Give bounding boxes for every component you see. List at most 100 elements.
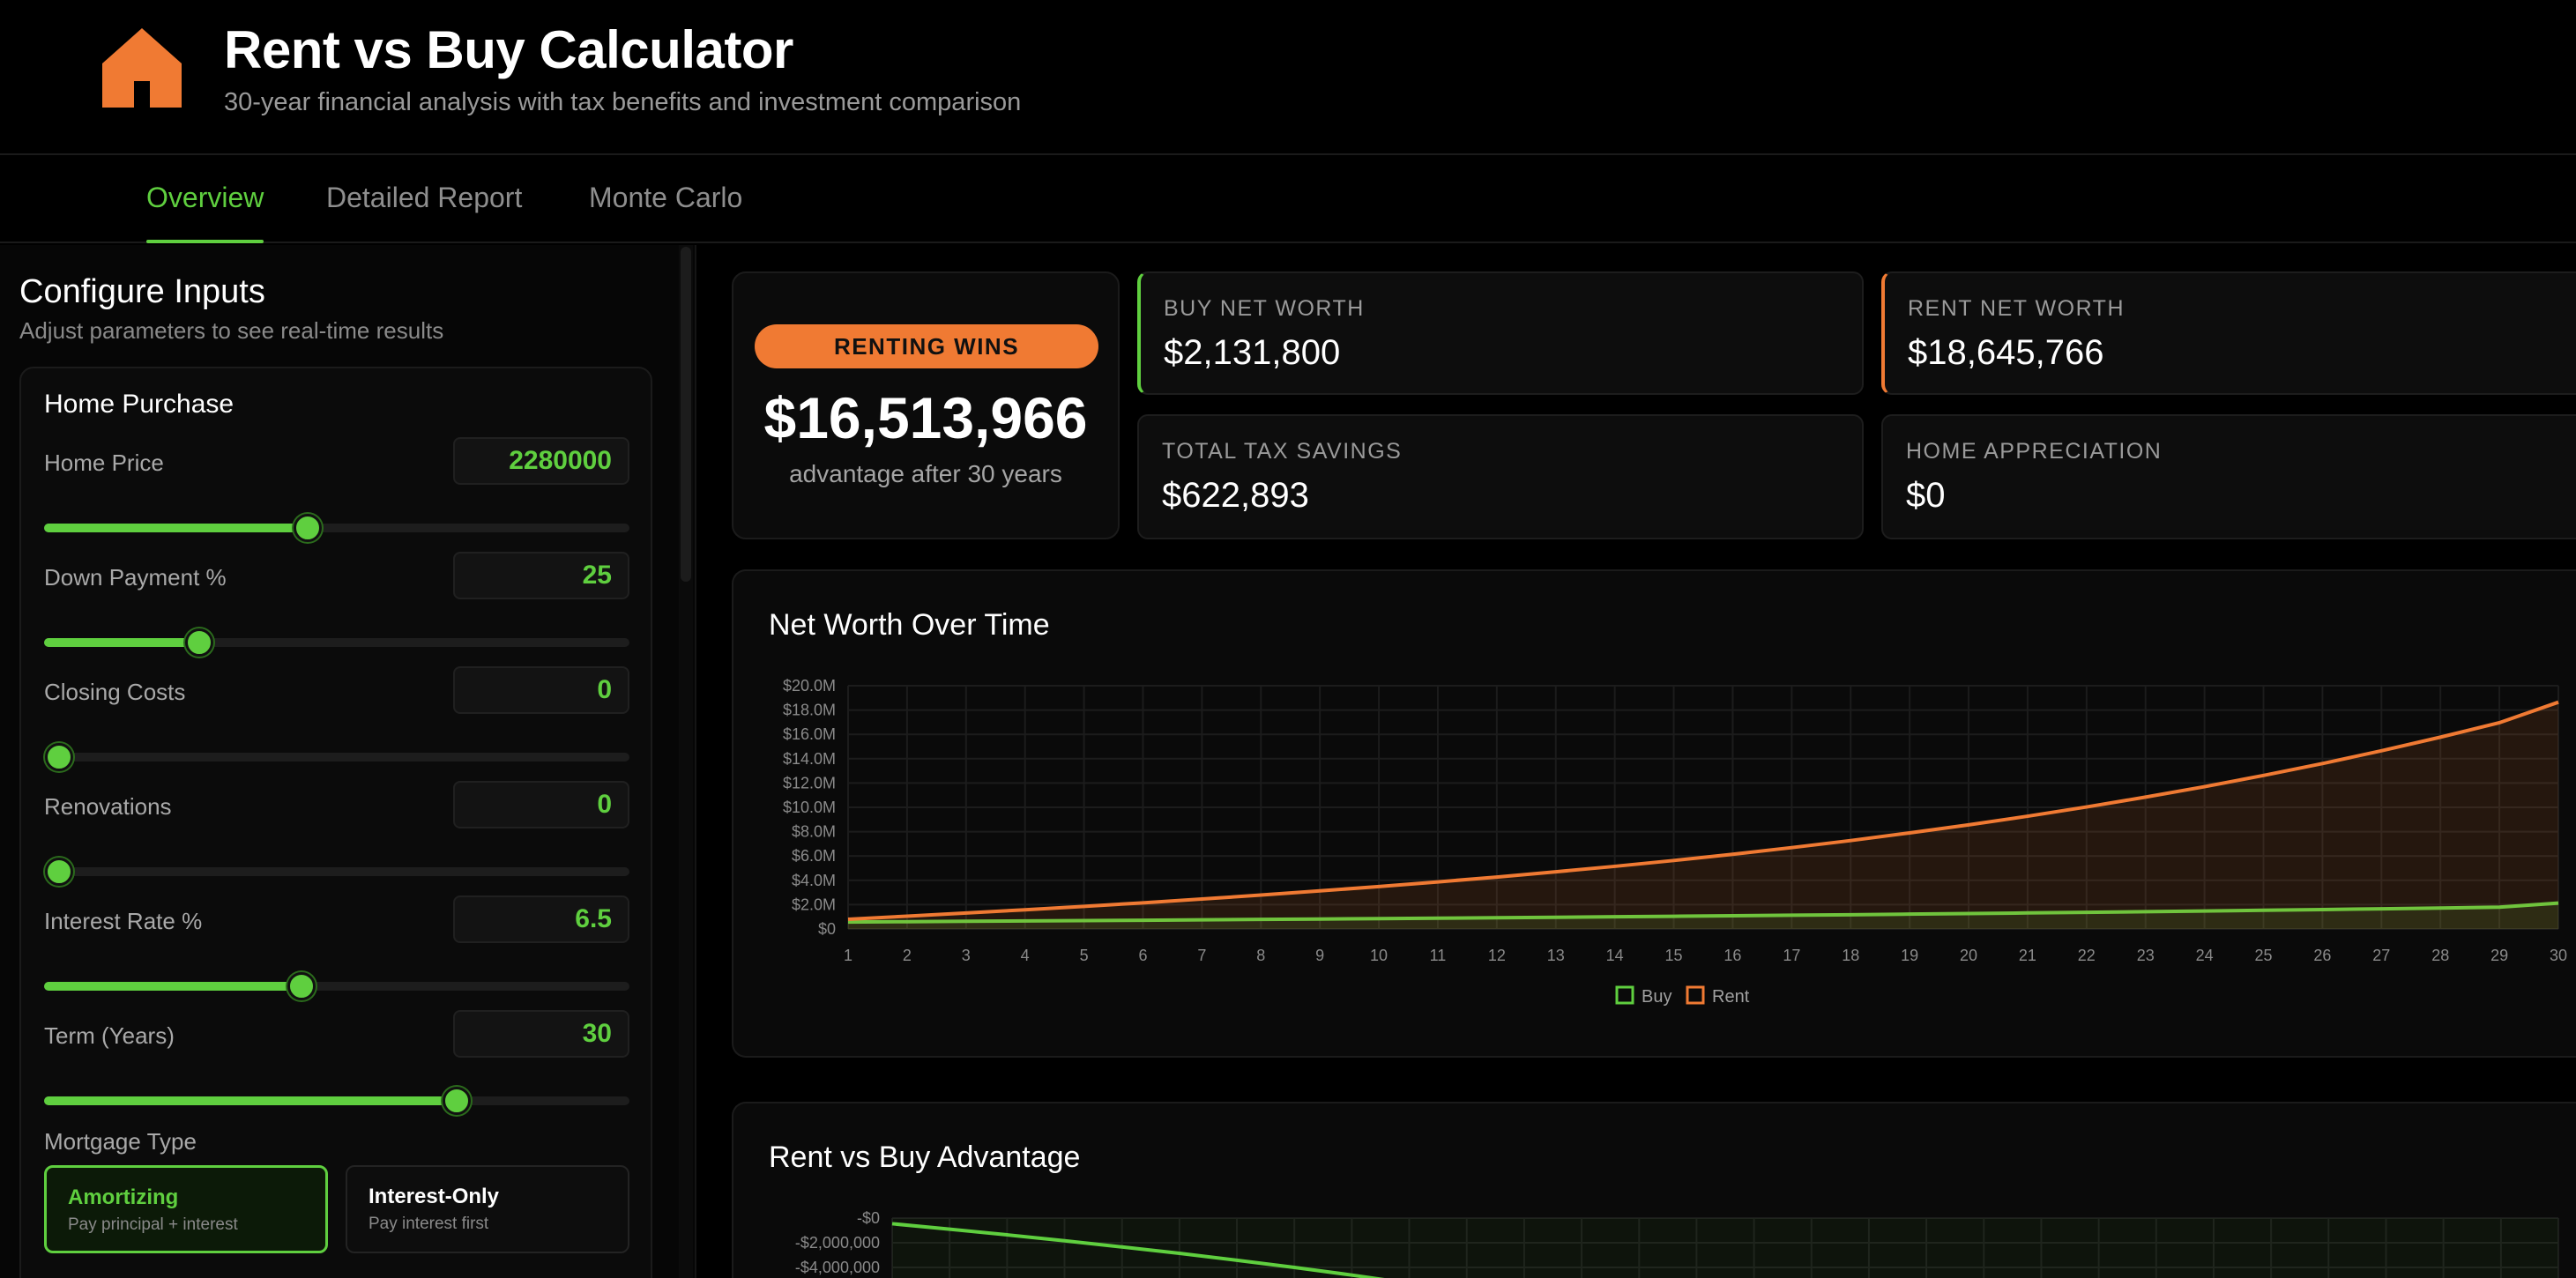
stat-label: BUY NET WORTH bbox=[1164, 296, 1365, 321]
option-desc: Pay principal + interest bbox=[68, 1215, 238, 1234]
x-tick-label: 17 bbox=[1783, 947, 1800, 964]
x-tick-label: 13 bbox=[1547, 947, 1565, 964]
slider-thumb[interactable] bbox=[293, 514, 322, 542]
renovations-label: Renovations bbox=[44, 793, 172, 820]
y-tick-label: $10.0M bbox=[783, 799, 836, 816]
term-input[interactable]: 30 bbox=[453, 1010, 629, 1058]
mortgage-amortizing-option[interactable]: Amortizing Pay principal + interest bbox=[44, 1165, 328, 1253]
tab-bar: Overview Detailed Report Monte Carlo bbox=[0, 155, 2576, 243]
net-worth-chart: $0 $2.0M $4.0M $6.0M $8.0M $10.0M $12.0M $14.0M… bbox=[783, 677, 2567, 1007]
mortgage-type-label: Mortgage Type bbox=[44, 1128, 197, 1155]
series-area-buy bbox=[848, 903, 2558, 929]
series-line-buy bbox=[847, 901, 2559, 925]
interest-rate-slider[interactable] bbox=[44, 972, 629, 1000]
interest-rate-input[interactable]: 6.5 bbox=[453, 895, 629, 943]
y-tick-label: $14.0M bbox=[783, 750, 836, 768]
x-tick-label: 23 bbox=[2137, 947, 2155, 964]
winner-badge: RENTING WINS bbox=[755, 324, 1098, 368]
y-tick-label: $12.0M bbox=[783, 774, 836, 791]
legend-label-buy: Buy bbox=[1642, 987, 1671, 1007]
inputs-subtitle: Adjust parameters to see real-time resul… bbox=[19, 317, 444, 344]
inputs-title: Configure Inputs bbox=[19, 273, 265, 310]
home-price-input[interactable]: 2280000 bbox=[453, 437, 629, 485]
home-price-slider[interactable] bbox=[44, 514, 629, 542]
slider-fill bbox=[44, 638, 199, 647]
stat-label: TOTAL TAX SAVINGS bbox=[1162, 439, 1403, 464]
advantage-line bbox=[891, 1222, 1386, 1278]
x-tick-label: 29 bbox=[2490, 947, 2508, 964]
x-tick-label: 5 bbox=[1080, 947, 1089, 964]
slider-thumb[interactable] bbox=[287, 972, 316, 1000]
app-subtitle: 30-year financial analysis with tax bene… bbox=[224, 88, 1022, 116]
winner-card: RENTING WINS $16,513,966 advantage after… bbox=[732, 271, 1120, 539]
term-label: Term (Years) bbox=[44, 1022, 175, 1049]
renovations-slider[interactable] bbox=[44, 858, 629, 886]
legend-swatch-buy bbox=[1615, 985, 1634, 1005]
tab-detailed-report[interactable]: Detailed Report bbox=[326, 182, 523, 213]
x-tick-label: 9 bbox=[1315, 947, 1324, 964]
y-tick-label: $18.0M bbox=[783, 702, 836, 719]
y-tick-label: $16.0M bbox=[783, 725, 836, 743]
tab-monte-carlo[interactable]: Monte Carlo bbox=[589, 182, 743, 213]
down-payment-slider[interactable] bbox=[44, 628, 629, 657]
slider-fill bbox=[44, 1096, 458, 1105]
slider-thumb[interactable] bbox=[184, 628, 213, 657]
x-tick-label: 1 bbox=[844, 947, 852, 964]
legend-label-rent: Rent bbox=[1712, 987, 1750, 1007]
x-tick-label: 26 bbox=[2313, 947, 2331, 964]
x-tick-label: 4 bbox=[1021, 947, 1030, 964]
slider-thumb[interactable] bbox=[443, 1087, 472, 1115]
x-tick-label: 6 bbox=[1138, 947, 1147, 964]
y-tick-label: $4.0M bbox=[792, 872, 836, 889]
house-icon bbox=[102, 28, 182, 108]
y-tick-label: -$2,000,000 bbox=[795, 1234, 880, 1252]
renovations-input[interactable]: 0 bbox=[453, 781, 629, 828]
home-purchase-card: Home Purchase Home Price 2280000 Down Pa… bbox=[19, 367, 652, 1278]
advantage-chart-title: Rent vs Buy Advantage bbox=[769, 1141, 1081, 1174]
down-payment-label: Down Payment % bbox=[44, 564, 227, 591]
x-tick-label: 27 bbox=[2372, 947, 2390, 964]
x-tick-label: 20 bbox=[1960, 947, 1977, 964]
net-worth-chart-title: Net Worth Over Time bbox=[769, 608, 1050, 642]
slider-thumb[interactable] bbox=[44, 743, 73, 771]
y-tick-label: $2.0M bbox=[792, 895, 836, 913]
x-tick-label: 18 bbox=[1842, 947, 1859, 964]
tax-savings-card: TOTAL TAX SAVINGS $622,893 bbox=[1137, 414, 1864, 539]
option-desc: Pay interest first bbox=[369, 1215, 489, 1233]
slider-thumb[interactable] bbox=[44, 858, 73, 886]
x-tick-label: 25 bbox=[2255, 947, 2273, 964]
closing-costs-input[interactable]: 0 bbox=[453, 666, 629, 714]
closing-costs-label: Closing Costs bbox=[44, 679, 186, 705]
x-tick-label: 16 bbox=[1724, 947, 1741, 964]
series-area-rent bbox=[848, 702, 2558, 929]
y-tick-label: $0 bbox=[818, 920, 836, 938]
closing-costs-slider[interactable] bbox=[44, 743, 629, 771]
tab-overview[interactable]: Overview bbox=[146, 182, 264, 243]
y-tick-label: $6.0M bbox=[792, 847, 836, 865]
slider-fill bbox=[44, 982, 302, 991]
term-slider[interactable] bbox=[44, 1087, 629, 1115]
mortgage-interest-only-option[interactable]: Interest-Only Pay interest first bbox=[346, 1165, 629, 1253]
stat-label: RENT NET WORTH bbox=[1908, 296, 2126, 321]
negative-area bbox=[892, 1218, 2558, 1278]
x-tick-label: 8 bbox=[1256, 947, 1265, 964]
x-tick-label: 10 bbox=[1370, 947, 1388, 964]
slider-fill bbox=[44, 524, 308, 532]
y-tick-label: -$4,000,000 bbox=[795, 1259, 880, 1276]
y-tick-label: -$0 bbox=[857, 1209, 880, 1227]
rent-net-worth-card: RENT NET WORTH $18,645,766 bbox=[1881, 271, 2576, 395]
advantage-amount: $16,513,966 bbox=[763, 385, 1088, 450]
x-tick-label: 21 bbox=[2019, 947, 2036, 964]
x-tick-label: 24 bbox=[2196, 947, 2214, 964]
x-tick-label: 2 bbox=[903, 947, 912, 964]
panel-scrollbar-thumb[interactable] bbox=[681, 247, 691, 582]
x-tick-label: 12 bbox=[1488, 947, 1506, 964]
down-payment-input[interactable]: 25 bbox=[453, 552, 629, 599]
advantage-caption: advantage after 30 years bbox=[789, 460, 1062, 487]
interest-rate-label: Interest Rate % bbox=[44, 908, 203, 934]
advantage-chart: -$0 -$2,000,000 -$4,000,000 bbox=[795, 1209, 2559, 1278]
legend-swatch-rent bbox=[1686, 985, 1705, 1005]
home-purchase-title: Home Purchase bbox=[44, 390, 235, 419]
series-line-rent bbox=[847, 700, 2559, 921]
stat-value: $2,131,800 bbox=[1164, 333, 1341, 372]
